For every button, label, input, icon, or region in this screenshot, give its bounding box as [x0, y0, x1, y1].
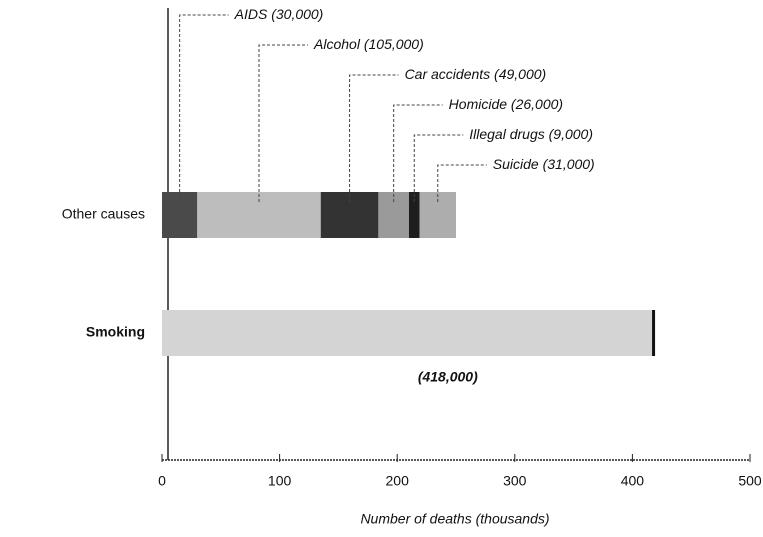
value-label: (105,000) — [364, 36, 424, 52]
x-axis-label: Number of deaths (thousands) — [360, 511, 549, 527]
leader-line — [350, 75, 399, 202]
value-label: (30,000) — [271, 6, 323, 22]
value-label: (418,000) — [418, 369, 478, 385]
series-name: Homicide — [449, 96, 508, 112]
category-label: Smoking — [86, 324, 145, 340]
callout-label: Suicide (31,000) — [493, 156, 595, 172]
callout-label: AIDS (30,000) — [234, 6, 324, 22]
leader-line — [180, 15, 229, 202]
bar-segment — [162, 192, 197, 238]
callout-label: Alcohol (105,000) — [313, 36, 424, 52]
callout-label: Homicide (26,000) — [449, 96, 563, 112]
x-tick-label: 300 — [503, 473, 527, 489]
bar-segment — [409, 192, 420, 238]
x-tick-label: 100 — [268, 473, 292, 489]
series-name: Illegal drugs — [469, 126, 545, 142]
series-name: AIDS — [234, 6, 268, 22]
value-label: (49,000) — [494, 66, 546, 82]
leader-line — [414, 135, 463, 202]
series-name: Alcohol — [313, 36, 361, 52]
bar-segment — [162, 310, 654, 356]
x-tick-label: 500 — [738, 473, 762, 489]
callout-label: Car accidents (49,000) — [405, 66, 547, 82]
callout-label: Illegal drugs (9,000) — [469, 126, 593, 142]
leader-line — [394, 105, 443, 202]
bar-segment — [197, 192, 320, 238]
value-label: (26,000) — [511, 96, 563, 112]
bar-segment — [321, 192, 379, 238]
bar-segment — [420, 192, 456, 238]
leader-line — [259, 45, 308, 202]
x-tick-label: 200 — [386, 473, 410, 489]
x-tick-label: 400 — [621, 473, 645, 489]
value-label: (31,000) — [543, 156, 595, 172]
category-label: Other causes — [62, 206, 145, 222]
x-tick-label: 0 — [158, 473, 166, 489]
series-name: Car accidents — [405, 66, 491, 82]
chart: Number of deaths (thousands) 0 100 200 300 4… — [0, 0, 763, 537]
value-label: (9,000) — [549, 126, 593, 142]
series-name: Suicide — [493, 156, 539, 172]
bar-segment — [378, 192, 409, 238]
